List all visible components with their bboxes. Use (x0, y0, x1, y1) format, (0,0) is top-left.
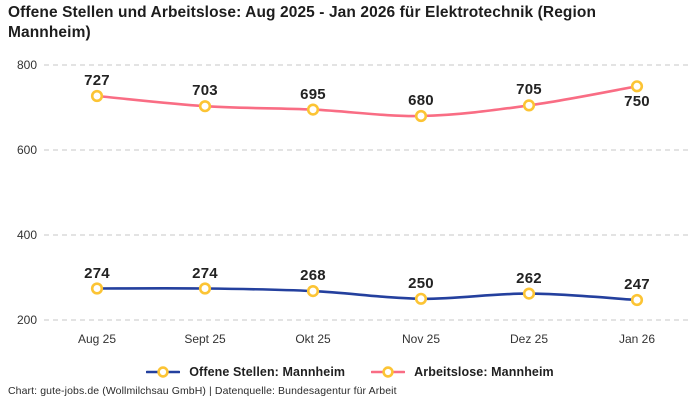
x-axis-tick-label: Dez 25 (509, 332, 549, 346)
chart-title: Offene Stellen und Arbeitslose: Aug 2025… (8, 4, 597, 41)
source-footer: Chart: gute-jobs.de (Wollmilchsau GmbH) … (8, 385, 397, 397)
data-point-marker (90, 89, 104, 103)
legend-label: Arbeitslose: Mannheim (414, 365, 554, 379)
x-axis-tick-label: Jan 26 (618, 332, 656, 346)
data-point-label: 247 (624, 276, 650, 293)
legend-label: Offene Stellen: Mannheim (189, 365, 346, 379)
data-point-marker (198, 100, 212, 113)
y-axis-tick-label: 600 (16, 143, 37, 157)
series-line (95, 85, 639, 118)
legend-item: Arbeitslose: Mannheim (371, 365, 554, 379)
data-point-label: 274 (84, 264, 110, 282)
data-point-label: 250 (408, 274, 434, 292)
data-point-marker (630, 80, 644, 93)
x-axis-tick-label: Okt 25 (295, 332, 331, 346)
data-point-marker (306, 285, 320, 298)
data-point-label: 705 (516, 81, 542, 99)
data-point-label: 727 (84, 72, 110, 89)
data-point-marker (198, 282, 212, 295)
x-axis-tick-label: Sept 25 (184, 332, 226, 346)
y-axis-tick-label: 400 (16, 228, 37, 242)
data-point-label: 750 (624, 93, 650, 111)
data-point-label: 703 (192, 82, 218, 100)
y-axis-tick-label: 200 (16, 313, 37, 327)
legend-swatch-icon (146, 366, 181, 378)
legend-item: Offene Stellen: Mannheim (146, 365, 345, 379)
data-point-marker (414, 109, 428, 123)
series-line (95, 287, 639, 302)
data-point-label: 695 (300, 85, 326, 103)
legend-swatch-icon (371, 366, 406, 378)
y-axis-tick-label: 800 (16, 58, 37, 72)
data-point-marker (522, 99, 536, 112)
data-point-marker (414, 292, 428, 305)
data-point-marker (90, 282, 104, 295)
x-axis-tick-label: Aug 25 (77, 332, 117, 346)
data-point-marker (306, 103, 320, 116)
data-point-marker (522, 287, 536, 300)
data-point-label: 268 (300, 267, 326, 285)
data-point-marker (630, 293, 644, 307)
x-axis-tick-label: Nov 25 (401, 332, 441, 346)
data-point-label: 680 (408, 92, 434, 109)
legend: Offene Stellen: Mannheim Arbeitslose: Man… (0, 361, 700, 383)
data-point-label: 274 (192, 264, 218, 282)
data-point-label: 262 (516, 269, 542, 287)
